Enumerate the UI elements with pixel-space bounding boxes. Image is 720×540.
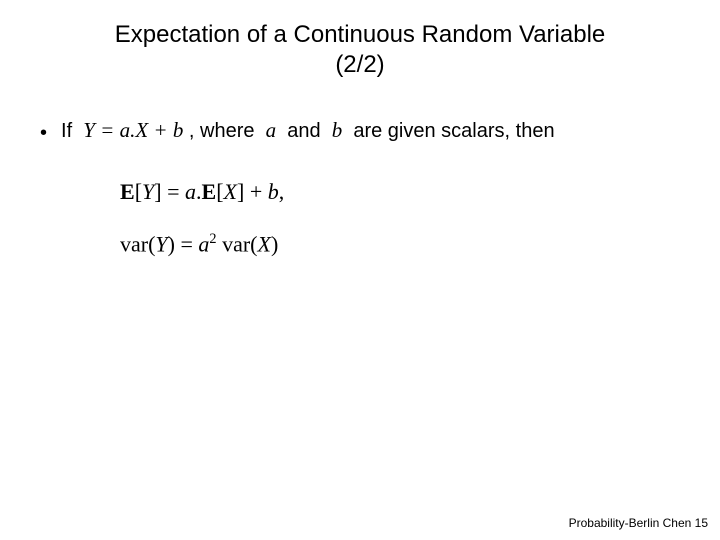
eq2-var1: var — [120, 231, 148, 256]
eq1-E: E — [120, 179, 135, 204]
eq1-Y: Y — [142, 179, 154, 204]
bullet-text: If Y = a.X + b , where a and b are given… — [61, 118, 555, 143]
text-and: and — [276, 120, 332, 143]
eq1-a: a — [185, 179, 196, 204]
eq1-open1: [ — [135, 179, 142, 204]
equation-expectation: E[Y] = a.E[X] + b, — [120, 179, 720, 205]
eq1-b: b — [268, 179, 279, 204]
eq1-X: X — [224, 179, 237, 204]
eq1-close1: ] — [154, 179, 161, 204]
eq2-close1: ) — [168, 231, 175, 256]
eq1-comma: , — [279, 179, 285, 204]
symbol-b: b — [332, 118, 343, 143]
eq1-open2: [ — [216, 179, 223, 204]
eq1-E2: E — [202, 179, 217, 204]
symbol-a: a — [266, 118, 277, 143]
eq-linear: Y = a.X + b — [83, 118, 183, 143]
text-if: If — [61, 120, 83, 143]
title-line1: Expectation of a Continuous Random Varia… — [115, 21, 606, 48]
slide-title: Expectation of a Continuous Random Varia… — [0, 20, 720, 80]
text-where: , where — [183, 120, 265, 143]
eq2-var2: var — [222, 231, 250, 256]
eq2-sup: 2 — [209, 231, 216, 247]
eq2-open2: ( — [250, 231, 257, 256]
text-tail: are given scalars, then — [342, 120, 554, 143]
eq1-plus: + — [244, 179, 267, 204]
eq2-close2: ) — [271, 231, 278, 256]
eq2-X: X — [258, 231, 271, 256]
eq1-eq: = — [162, 179, 185, 204]
eq2-Y: Y — [155, 231, 167, 256]
eq2-eq: = — [175, 231, 198, 256]
equation-block: E[Y] = a.E[X] + b, var(Y) = a2 var(X) — [0, 179, 720, 257]
slide-footer: Probability-Berlin Chen 15 — [569, 516, 708, 530]
bullet-marker: • — [40, 123, 47, 143]
bullet-item: • If Y = a.X + b , where a and b are giv… — [0, 118, 720, 143]
title-line2: (2/2) — [335, 51, 384, 78]
eq2-a: a — [198, 231, 209, 256]
slide: Expectation of a Continuous Random Varia… — [0, 0, 720, 540]
equation-variance: var(Y) = a2 var(X) — [120, 231, 720, 257]
